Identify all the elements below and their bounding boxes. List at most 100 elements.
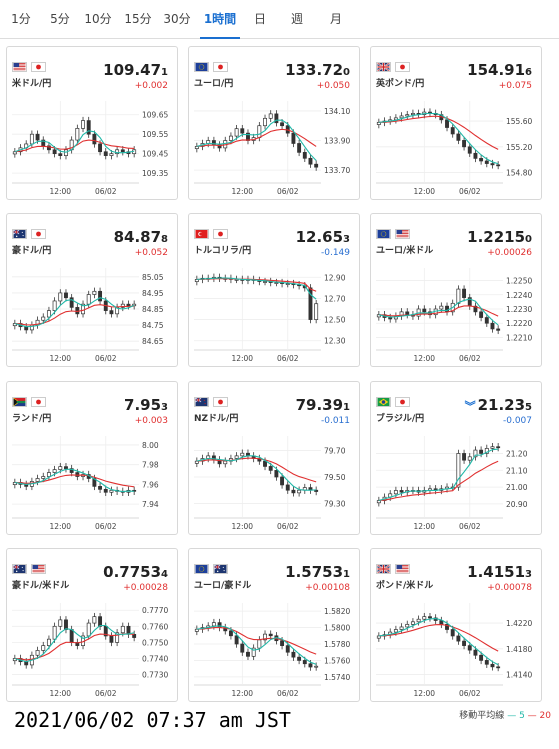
- chart-card-9[interactable]: 豪ドル/米ドル 0.77534 +0.00028 0.7770 0.7760 0.7750…: [6, 548, 178, 702]
- candle: [263, 281, 267, 283]
- price-main: 1.5753: [285, 563, 344, 581]
- price-main: 133.72: [285, 61, 344, 79]
- candle: [234, 455, 239, 459]
- tab-0[interactable]: 1分: [11, 12, 31, 26]
- x-tick-label: 12:00: [413, 354, 435, 363]
- y-tick-label: 21.20: [506, 449, 528, 458]
- chart-card-11[interactable]: ポンド/米ドル 1.41513 +0.00078 1.4220 1.4180 1.4140…: [370, 548, 542, 702]
- candle: [217, 622, 222, 628]
- x-tick-label: 06/02: [95, 187, 117, 196]
- candle: [462, 453, 467, 461]
- ma5-line: [14, 624, 135, 663]
- ma5-line: [196, 625, 317, 665]
- price-value: 84.878: [114, 228, 168, 246]
- y-tick-label: 109.55: [142, 130, 168, 139]
- candle: [120, 149, 125, 153]
- chart-card-0[interactable]: 米ドル/円 109.471 +0.002 109.65 109.55 109.45 109.…: [6, 46, 178, 200]
- chart-card-1[interactable]: ユーロ/円 133.720 +0.050 134.10 133.90 133.70 12:0…: [188, 46, 360, 200]
- candle: [314, 163, 319, 168]
- price-change: +0.075: [498, 81, 532, 91]
- tab-4[interactable]: 30分: [163, 12, 191, 26]
- candle: [58, 292, 63, 302]
- candle: [234, 128, 239, 137]
- y-tick-label: 1.2240: [506, 291, 532, 300]
- tab-2[interactable]: 10分: [84, 12, 112, 26]
- tab-6[interactable]: 日: [253, 12, 266, 26]
- price-main: 0.7753: [103, 563, 162, 581]
- candle: [297, 489, 302, 494]
- chart-card-5[interactable]: ユーロ/米ドル 1.22150 +0.00026 1.2250 1.2240 1.2230…: [370, 213, 542, 367]
- candle: [496, 328, 501, 331]
- candle: [120, 303, 125, 308]
- chart-card-4[interactable]: トルコリラ/円 12.653 -0.149 12.90 12.70 12.50 12.30 1…: [188, 213, 360, 367]
- price-chart: 12.90 12.70 12.50 12.30 12:00 06/02: [189, 262, 361, 368]
- pair-label: ランド/円: [12, 414, 52, 424]
- candle: [81, 120, 85, 129]
- price-change: -0.011: [320, 416, 350, 426]
- candle: [103, 625, 108, 637]
- x-tick-label: 12:00: [49, 689, 71, 698]
- ma20-line: [378, 115, 499, 150]
- x-tick-label: 06/02: [459, 689, 481, 698]
- y-tick-label: 1.2210: [506, 333, 532, 342]
- legend-label: 移動平均線: [459, 711, 505, 721]
- tab-3[interactable]: 15分: [124, 12, 152, 26]
- tab-5[interactable]: 1時間: [200, 0, 240, 39]
- price-change: +0.00108: [305, 583, 350, 593]
- chart-card-7[interactable]: NZドル/円 79.391 -0.011 79.70 79.50 79.30 12:00 06…: [188, 381, 360, 535]
- price-value: 1.22150: [467, 228, 532, 246]
- ma20-line: [14, 304, 135, 326]
- candle: [52, 625, 57, 640]
- price-change: +0.002: [134, 81, 168, 91]
- candle: [86, 622, 91, 637]
- candle: [223, 460, 228, 465]
- ma20-line: [378, 460, 499, 502]
- za-flag-icon: [12, 397, 27, 407]
- y-tick-label: 1.5820: [324, 607, 350, 616]
- price-small-digit: 1: [343, 402, 350, 413]
- y-tick-label: 21.00: [506, 483, 528, 492]
- chart-card-3[interactable]: 豪ドル/円 84.878 +0.052 85.05 84.95 84.85 84.75 84.…: [6, 213, 178, 367]
- candle: [126, 303, 131, 307]
- candle: [211, 622, 216, 627]
- us-flag-icon: [31, 564, 46, 574]
- price-main: 109.47: [103, 61, 162, 79]
- price-chart: 109.65 109.55 109.45 109.35 12:00 06/02: [7, 95, 179, 201]
- chart-card-2[interactable]: 英ポンド/円 154.916 +0.075 155.60 155.20 154.80 12:…: [370, 46, 542, 200]
- tab-8[interactable]: 月: [329, 12, 342, 26]
- candle: [52, 469, 57, 473]
- ma5-line: [196, 119, 317, 161]
- candle: [467, 645, 472, 651]
- candle: [126, 625, 131, 635]
- candle: [92, 133, 97, 145]
- pair-label: 豪ドル/米ドル: [12, 581, 70, 591]
- candle: [64, 466, 68, 469]
- candle: [479, 449, 484, 454]
- price-main: 7.95: [124, 396, 162, 414]
- y-tick-label: 109.45: [142, 150, 168, 159]
- chart-card-10[interactable]: ユーロ/豪ドル 1.57531 +0.00108 1.5820 1.5800 1.5780…: [188, 548, 360, 702]
- nz-flag-icon: [194, 397, 209, 407]
- ma5-line: [14, 468, 135, 493]
- candle: [41, 316, 46, 321]
- candle: [467, 456, 472, 461]
- jp-flag-icon: [31, 397, 46, 407]
- candle: [456, 133, 461, 141]
- chart-card-8[interactable]: ブラジル/円 ︾ 21.235 -0.007 21.20 21.10 21.00 20.90 1…: [370, 381, 542, 535]
- price-chart: 1.2250 1.2240 1.2230 1.2220 1.2210 12:00 06/02: [371, 262, 543, 368]
- price-main: 12.65: [295, 228, 344, 246]
- tab-7[interactable]: 週: [290, 12, 303, 26]
- price-value: 0.77534: [103, 563, 168, 581]
- tab-1[interactable]: 5分: [50, 12, 70, 26]
- candle: [92, 616, 97, 624]
- ma5-line: [196, 455, 317, 491]
- chart-card-6[interactable]: ランド/円 7.953 +0.003 8.00 7.98 7.96 7.94 12:00 06/…: [6, 381, 178, 535]
- price-value: 154.916: [467, 61, 532, 79]
- candle: [246, 651, 250, 657]
- candle: [46, 472, 51, 477]
- candle: [103, 488, 108, 493]
- candle: [445, 624, 449, 630]
- candle: [439, 305, 444, 310]
- candle: [81, 303, 85, 315]
- candle: [291, 489, 296, 494]
